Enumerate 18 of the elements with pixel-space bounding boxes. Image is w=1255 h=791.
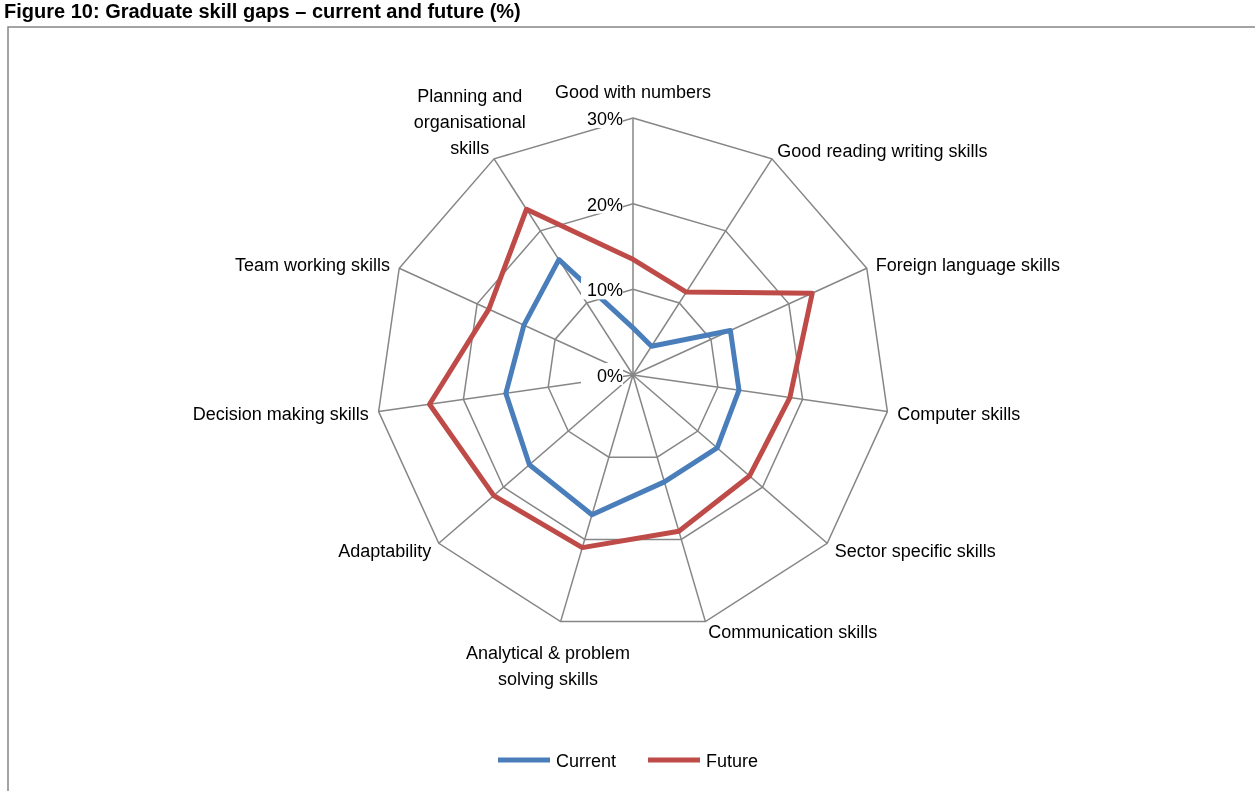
spoke-label: Communication skills — [708, 622, 878, 643]
y-tick-label: 30% — [586, 109, 623, 129]
chart-title: Figure 10: Graduate skill gaps – current and future (%) — [4, 0, 521, 22]
spoke-label: Decision making skills — [192, 404, 369, 424]
spoke-label: Good with numbers — [554, 82, 712, 102]
y-tick-label: 0% — [596, 366, 623, 386]
spoke-label: Foreign language skills — [875, 255, 1060, 276]
spoke-label: Sector specific skills — [834, 540, 996, 561]
spoke-label: Team working skills — [235, 255, 391, 276]
legend-label: Current — [556, 751, 617, 771]
spoke-label: Analytical & problem solving skills — [465, 642, 630, 689]
spoke-label: Adaptability — [338, 540, 432, 561]
spoke-label: Planning and organisational skills — [413, 85, 526, 158]
legend-label: Future — [706, 751, 759, 771]
y-tick-label: 20% — [586, 194, 623, 215]
spoke-label: Good reading writing skills — [777, 141, 988, 162]
spoke-label: Computer skills — [897, 404, 1021, 424]
y-tick-label: 10% — [586, 280, 623, 301]
